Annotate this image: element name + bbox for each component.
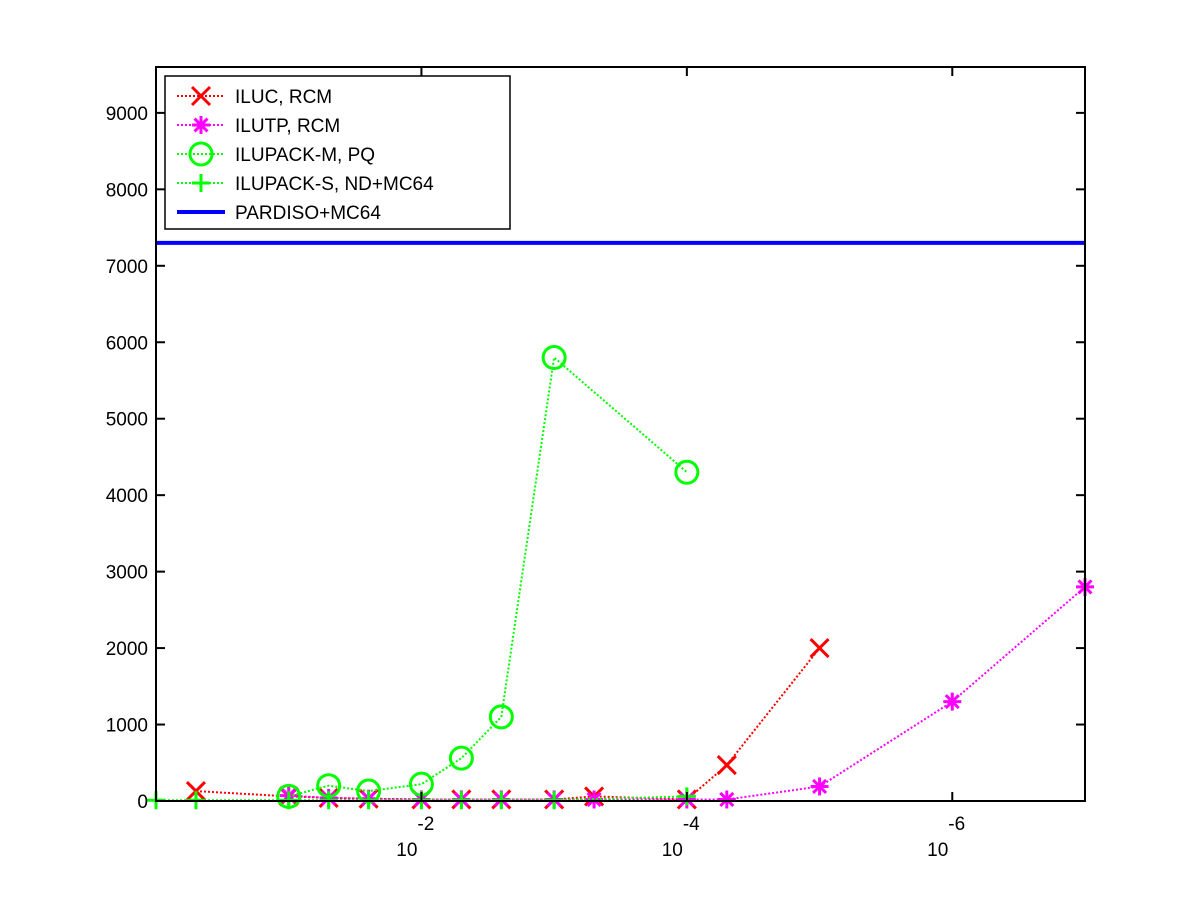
y-tick-label: 6000 [106,333,148,354]
y-tick-label: 2000 [106,639,148,660]
legend-swatch-marker [192,174,210,192]
legend-label: ILUTP, RCM [235,116,340,137]
x-tick-label-base: 10 [927,840,948,861]
legend-entry-iluc-rcm: ILUC, RCM [177,85,332,108]
series-line-ilupack-m-pq [288,355,688,798]
legend: ILUC, RCM ILUTP, RCM ILUPACK-M, PQ ILUPACK-… [164,75,511,230]
y-tick-label: 4000 [106,486,148,507]
data-point-iluc-rcm [185,780,207,802]
y-tick-label: 8000 [106,180,148,201]
data-point-ilutp-rcm [810,777,829,796]
x-tick-label-exponent: -2 [417,814,434,835]
legend-swatch-marker [190,85,212,107]
axes-box [155,66,1086,802]
legend-swatch-marker [188,141,214,167]
y-tick-label: 5000 [106,410,148,431]
data-point-ilupack-m-pq [488,704,514,730]
series-layer [147,240,1094,810]
x-tick-label-exponent: -6 [948,814,965,835]
legend-label: PARDISO+MC64 [235,203,381,224]
x-tick-label-base: 10 [396,840,417,861]
data-point-ilupack-m-pq [448,745,474,771]
legend-label: ILUPACK-S, ND+MC64 [235,174,434,195]
axes-layer: 010002000300040005000600070008000900010-… [106,66,1086,861]
data-point-ilutp-rcm [943,692,962,711]
data-point-iluc-rcm [716,755,737,776]
y-tick-label: 7000 [106,257,148,278]
legend-entry-ilupack-s-nd-mc64: ILUPACK-S, ND+MC64 [177,174,434,195]
data-point-ilupack-m-pq [541,345,567,371]
y-tick-label: 1000 [106,716,148,737]
y-tick-label: 3000 [106,563,148,584]
legend-label: ILUPACK-M, PQ [235,145,375,166]
legend-box [164,75,511,230]
data-point-ilutp-rcm [717,790,736,809]
y-tick-label: 0 [137,792,148,813]
data-point-ilupack-m-pq [674,459,700,485]
legend-entry-ilupack-m-pq: ILUPACK-M, PQ [177,141,375,167]
y-tick-label: 9000 [106,104,148,125]
legend-swatch-marker [192,116,210,134]
x-tick-label-base: 10 [662,840,683,861]
legend-entry-pardiso-mc64: PARDISO+MC64 [177,203,381,224]
x-tick-label-exponent: -4 [683,814,700,835]
data-point-iluc-rcm [809,638,830,659]
legend-entry-ilutp-rcm: ILUTP, RCM [177,116,340,137]
legend-label: ILUC, RCM [235,87,332,108]
